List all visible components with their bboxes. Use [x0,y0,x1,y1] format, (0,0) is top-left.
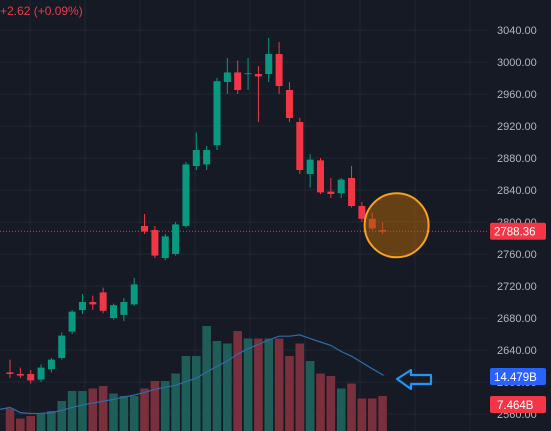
volume-bar [26,416,35,431]
volume-bar [160,381,170,431]
candle-body [358,206,366,219]
candle-body [99,292,107,311]
svg-text:2788.36: 2788.36 [494,226,536,238]
volume-bar [202,326,211,431]
last-volume-tag: 7.464B [490,396,546,413]
volume-bar [285,356,294,431]
volume-bar [357,398,367,431]
volume-bar [78,391,87,431]
volume-bar [181,356,191,431]
volume-bar [367,398,377,431]
highlight-circle [363,192,430,259]
price-tick-label: 3000.00 [497,57,537,69]
candles [6,38,387,384]
svg-text:14.479B: 14.479B [494,372,537,384]
volume-bar [336,388,346,431]
price-tick-label: 2960.00 [497,89,537,101]
volume-bar [305,361,315,431]
price-tick-label: 3040.00 [497,25,537,37]
candle-body [172,224,180,254]
candle-body [348,178,356,206]
candle-body [296,122,304,170]
price-tick-label: 2720.00 [497,281,537,293]
candle-body [192,150,200,166]
candle-body [47,359,55,370]
price-tick-label: 2840.00 [497,185,537,197]
candle-body [275,54,283,86]
volume-bar [295,343,305,431]
candle-body [110,305,117,318]
candle-body [6,372,14,374]
volume-bar [98,386,108,431]
candle-body [182,164,190,226]
candle-body [306,159,314,174]
candle-body [203,150,211,165]
volume-bar [212,341,222,431]
candle-body [254,74,262,77]
candle-body [27,374,35,381]
price-change-text: +2.62 (+0.09%) [0,4,83,18]
volume-bar [264,338,274,431]
candle-body [265,54,273,74]
volume-bar [140,388,149,431]
last-price-tag: 2788.36 [490,222,546,240]
candle-body [317,160,324,193]
price-tick-label: 2880.00 [497,153,537,165]
volume-ma-tag: 14.479B [490,368,546,385]
volume-bar [347,383,356,431]
volume-bar [316,373,325,431]
candle-body [16,374,24,376]
volume-bar [326,376,336,431]
volume-bars [5,326,387,431]
candle-body [58,335,66,358]
candle-body [223,72,231,82]
volume-bar [243,338,253,431]
volume-bar [88,388,98,431]
svg-text:7.464B: 7.464B [497,400,534,412]
candle-body [244,73,252,75]
volume-bar [150,381,160,431]
volume-bar [47,411,56,431]
candle-body [120,302,128,315]
volume-bar [274,338,284,431]
price-tick-label: 2760.00 [497,249,537,261]
volume-bar [36,413,46,431]
candle-body [213,81,221,146]
volume-bar [57,401,67,431]
candle-body [337,179,345,194]
candle-body [37,367,45,380]
volume-bar [67,391,77,431]
volume-bar [5,408,15,431]
candle-body [141,226,149,232]
volume-bar [378,396,387,431]
volume-bar [254,338,263,431]
volume-bar [192,356,201,431]
volume-moving-average-line [0,334,385,415]
candle-body [151,230,159,256]
candle-body [327,191,335,194]
volume-bar [233,331,242,431]
volume-bar [16,418,25,431]
price-tick-label: 2680.00 [497,313,537,325]
candle-body [161,236,169,258]
arrow-left-icon [395,368,433,391]
volume-bar [129,396,139,431]
candle-body [89,302,97,305]
volume-bar [119,396,129,431]
candle-body [285,90,293,118]
candle-body [78,302,86,310]
volume-bar [171,373,180,431]
price-tick-label: 2640.00 [497,345,537,357]
candle-body [234,72,242,90]
price-tick-label: 2920.00 [497,121,537,133]
volume-bar [223,343,232,431]
candle-body [130,284,138,305]
volume-bar [109,393,118,431]
candle-body [68,311,76,332]
